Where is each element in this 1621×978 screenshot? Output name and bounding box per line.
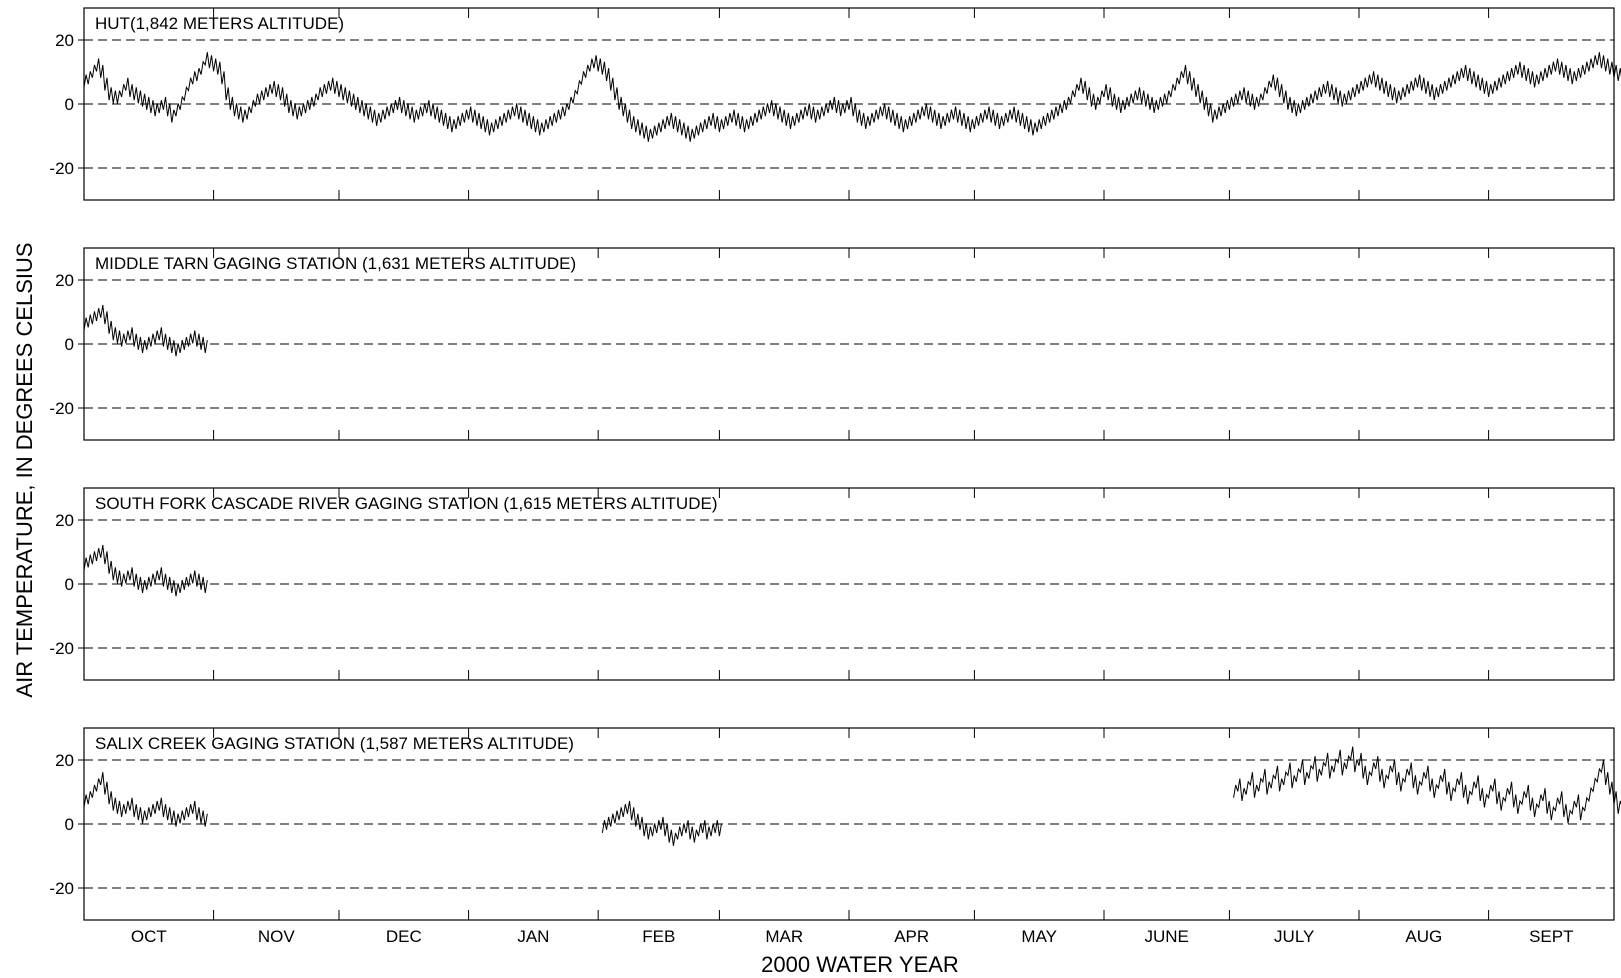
series-line-4-1 [83, 772, 208, 827]
y-tick-label: 0 [65, 95, 74, 114]
month-tick-labels: OCT NOV DEC JAN FEB MAR APR MAY JUNE JULY AUG SEPT [131, 927, 1574, 946]
month-label-mar: MAR [765, 927, 803, 946]
series-line-1-1 [83, 52, 1621, 142]
y-tick-label: 0 [65, 335, 74, 354]
month-label-nov: NOV [258, 927, 296, 946]
month-label-feb: FEB [642, 927, 675, 946]
panel-4: 20 0 -20 SALIX CREEK GAGING STATION (1,587 … [49, 727, 1621, 921]
y-axis-label: AIR TEMPERATURE, IN DEGREES CELSIUS [12, 242, 37, 697]
y-tick-label: -20 [49, 879, 74, 898]
month-label-jan: JAN [517, 927, 549, 946]
month-label-aug: AUG [1405, 927, 1442, 946]
panel-title: SOUTH FORK CASCADE RIVER GAGING STATION … [95, 494, 717, 513]
panel-3: 20 0 -20 SOUTH FORK CASCADE RIVER GAGING ST… [49, 487, 1615, 681]
y-tick-label: -20 [49, 639, 74, 658]
y-tick-label: 20 [55, 31, 74, 50]
y-tick-label: -20 [49, 159, 74, 178]
panel-title: HUT(1,842 METERS ALTITUDE) [95, 14, 344, 33]
y-tick-label: 20 [55, 271, 74, 290]
series-line-3-1 [83, 544, 208, 597]
y-tick-label: 20 [55, 511, 74, 530]
month-label-june: JUNE [1145, 927, 1189, 946]
x-axis-label: 2000 WATER YEAR [761, 952, 959, 977]
y-tick-label: 0 [65, 575, 74, 594]
series-line-4-2 [601, 800, 722, 846]
month-label-dec: DEC [386, 927, 422, 946]
series-line-4-3 [1233, 746, 1621, 824]
month-label-may: MAY [1021, 927, 1057, 946]
panel-title: MIDDLE TARN GAGING STATION (1,631 METERS… [95, 254, 576, 273]
y-tick-label: 0 [65, 815, 74, 834]
month-label-july: JULY [1274, 927, 1314, 946]
month-label-apr: APR [894, 927, 929, 946]
panels: 20 0 -20 HUT(1,842 METERS ALTITUDE) 20 0 -20 MI… [49, 7, 1621, 921]
panel-2: 20 0 -20 MIDDLE TARN GAGING STATION (1,631 … [49, 247, 1615, 441]
series-line-2-1 [83, 304, 208, 357]
month-label-oct: OCT [131, 927, 167, 946]
month-label-sept: SEPT [1529, 927, 1573, 946]
y-tick-label: -20 [49, 399, 74, 418]
panel-1: 20 0 -20 HUT(1,842 METERS ALTITUDE) [49, 7, 1621, 201]
panel-title: SALIX CREEK GAGING STATION (1,587 METERS… [95, 734, 574, 753]
y-tick-label: 20 [55, 751, 74, 770]
